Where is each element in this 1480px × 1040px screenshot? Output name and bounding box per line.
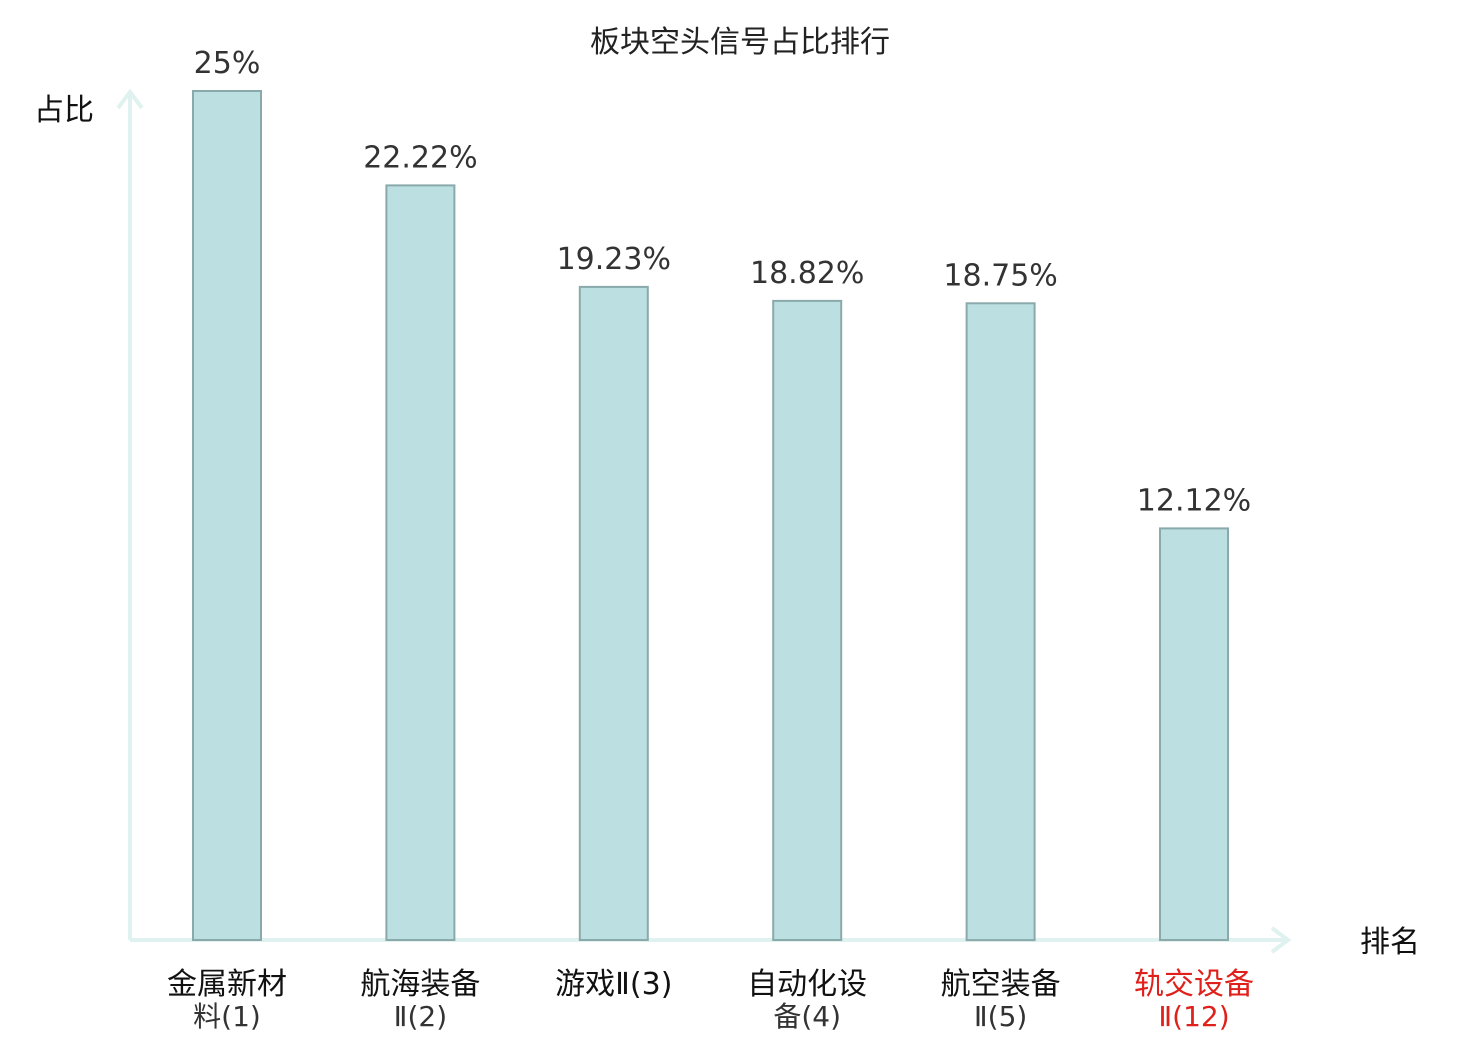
value-label-2: 22.22% bbox=[363, 140, 477, 175]
value-label-3: 19.23% bbox=[557, 242, 671, 277]
category-label-5-line2: Ⅱ(5) bbox=[974, 1000, 1027, 1033]
x-axis-arrow bbox=[1270, 926, 1292, 954]
category-label-6-line2: Ⅱ(12) bbox=[1158, 1000, 1229, 1033]
category-label-2-line2: Ⅱ(2) bbox=[394, 1000, 447, 1033]
y-axis-arrow bbox=[116, 88, 144, 110]
category-label-4-line2: 备(4) bbox=[773, 1000, 841, 1033]
category-label-5: 航空装备 bbox=[941, 967, 1061, 1002]
category-label-3: 游戏Ⅱ(3) bbox=[555, 967, 672, 1002]
value-label-6: 12.12% bbox=[1137, 483, 1251, 518]
value-label-4: 18.82% bbox=[750, 256, 864, 291]
chart-title: 板块空头信号占比排行 bbox=[590, 25, 890, 60]
bar-4 bbox=[772, 299, 843, 941]
value-label-1: 25% bbox=[194, 46, 261, 81]
x-axis-label: 排名 bbox=[1360, 925, 1420, 960]
bars-group bbox=[192, 90, 1229, 942]
value-labels-group: 25% 22.22% 19.23% 18.82% 18.75% 12.12% bbox=[194, 46, 1252, 518]
category-label-4: 自动化设 bbox=[747, 967, 867, 1002]
category-label-6: 轨交设备 bbox=[1134, 967, 1254, 1002]
bar-1 bbox=[192, 90, 262, 941]
category-label-1: 金属新材 bbox=[167, 967, 287, 1002]
bar-3 bbox=[578, 285, 649, 941]
value-label-5: 18.75% bbox=[943, 258, 1057, 293]
category-label-1-line2: 料(1) bbox=[193, 1000, 261, 1033]
y-axis-label: 占比 bbox=[34, 93, 94, 128]
category-label-2: 航海装备 bbox=[360, 967, 480, 1002]
bar-2 bbox=[385, 184, 456, 941]
bar-5 bbox=[965, 302, 1036, 942]
bar-6 bbox=[1159, 527, 1229, 942]
